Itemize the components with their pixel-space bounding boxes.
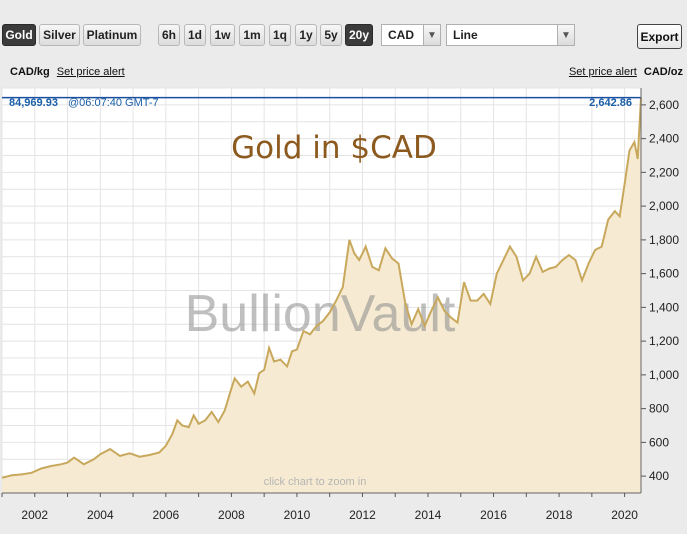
range-button-1m[interactable]: 1m	[239, 24, 265, 46]
chevron-down-icon[interactable]: ▼	[557, 25, 574, 45]
toolbar: Gold Silver Platinum 6h 1d 1w 1m 1q 1y 5…	[0, 0, 687, 64]
y-tick-label: 600	[649, 435, 669, 449]
x-tick-label: 2014	[415, 508, 442, 522]
y-axis: 400 600 800 1,000 1,200 1,400 1,600 1,800 2,000 2…	[640, 88, 679, 493]
price-timestamp: @06:07:40 GMT-7	[68, 97, 159, 109]
price-line	[1, 97, 642, 479]
y-tick-label: 400	[649, 469, 669, 483]
y-tick-label: 1,000	[649, 368, 679, 382]
range-button-1w[interactable]: 1w	[210, 24, 235, 46]
x-tick-label: 2010	[284, 508, 311, 522]
chart-title: Gold in $CAD	[231, 130, 437, 166]
bullionvault-watermark: BullionVault	[185, 285, 456, 343]
price-chart[interactable]: BullionVault Gold in $CAD 84,969.93 @06:…	[0, 86, 687, 534]
left-unit-label: CAD/kg	[10, 66, 50, 78]
x-tick-label: 2002	[21, 508, 48, 522]
y-tick-label: 2,000	[649, 199, 679, 213]
set-price-alert-left-link[interactable]: Set price alert	[56, 66, 125, 78]
y-tick-label: 1,400	[649, 300, 679, 314]
metal-tab-gold[interactable]: Gold	[2, 24, 36, 46]
x-tick-label: 2006	[152, 508, 179, 522]
left-unit-row: CAD/kg Set price alert	[10, 66, 125, 78]
y-tick-label: 2,400	[649, 132, 679, 146]
y-tick-label: 1,800	[649, 233, 679, 247]
x-axis: 2002 2004 2006 2008 2010 2012 2014 2016 2018 2020	[1, 492, 641, 522]
range-button-1y[interactable]: 1y	[295, 24, 317, 46]
x-tick-label: 2020	[611, 508, 638, 522]
y-tick-label: 1,600	[649, 267, 679, 281]
kg-price-readout: 84,969.93	[9, 97, 58, 109]
x-tick-label: 2008	[218, 508, 245, 522]
price-area-fill	[2, 97, 641, 493]
x-tick-label: 2004	[87, 508, 114, 522]
chart-style-value: Line	[453, 28, 478, 42]
x-tick-label: 2012	[349, 508, 376, 522]
chart-style-select[interactable]: Line ▼	[446, 24, 575, 46]
chart-area[interactable]: BullionVault Gold in $CAD 84,969.93 @06:…	[0, 86, 687, 534]
range-button-5y[interactable]: 5y	[320, 24, 342, 46]
right-unit-label: CAD/oz	[643, 66, 683, 78]
x-tick-label: 2016	[480, 508, 507, 522]
y-tick-label: 1,200	[649, 334, 679, 348]
currency-select[interactable]: CAD ▼	[381, 24, 441, 46]
range-button-6h[interactable]: 6h	[158, 24, 180, 46]
right-unit-row: Set price alert CAD/oz	[569, 66, 683, 78]
set-price-alert-right-link[interactable]: Set price alert	[568, 66, 637, 78]
currency-value: CAD	[388, 28, 414, 42]
export-button[interactable]: Export	[637, 24, 682, 49]
oz-price-readout: 2,642.86	[589, 97, 632, 109]
y-tick-label: 800	[649, 402, 669, 416]
range-button-20y[interactable]: 20y	[345, 24, 373, 46]
x-tick-label: 2018	[546, 508, 573, 522]
chevron-down-icon[interactable]: ▼	[423, 25, 440, 45]
y-tick-label: 2,600	[649, 98, 679, 112]
range-button-1d[interactable]: 1d	[184, 24, 206, 46]
y-tick-label: 2,200	[649, 165, 679, 179]
zoom-hint: click chart to zoom in	[264, 476, 367, 488]
metal-tab-platinum[interactable]: Platinum	[83, 24, 141, 46]
range-button-1q[interactable]: 1q	[269, 24, 291, 46]
metal-tab-silver[interactable]: Silver	[39, 24, 80, 46]
